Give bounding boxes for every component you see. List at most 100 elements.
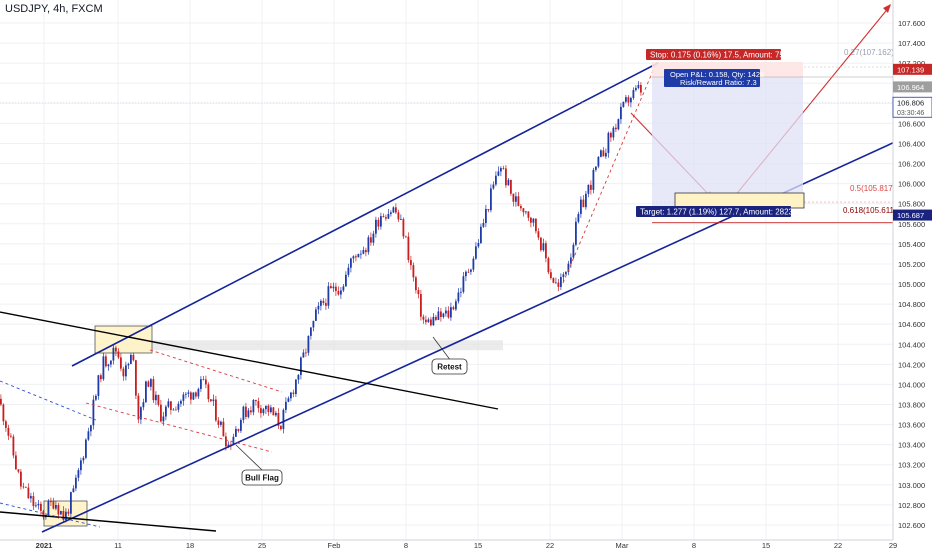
callouts: Retest Bull Flag bbox=[235, 336, 468, 486]
time-axis[interactable]: 2021 11 18 25 Feb 8 15 22 Mar 8 15 22 29 bbox=[0, 539, 932, 550]
candle-body bbox=[207, 384, 210, 400]
candle-body bbox=[267, 405, 270, 413]
candle-body bbox=[340, 290, 342, 295]
candle-body bbox=[112, 347, 115, 361]
candle-body bbox=[617, 119, 620, 130]
candle-body bbox=[197, 388, 200, 397]
candle-body bbox=[255, 399, 257, 402]
candle-body bbox=[612, 127, 615, 138]
candle-body bbox=[497, 171, 500, 176]
price-label-target-bg bbox=[893, 209, 932, 221]
stop-label-bg bbox=[646, 49, 781, 60]
time-tick-label: 2021 bbox=[36, 541, 53, 550]
candle-body bbox=[40, 503, 42, 511]
candle-body bbox=[542, 243, 545, 251]
candle-body bbox=[337, 291, 340, 295]
candle-body bbox=[110, 360, 112, 365]
price-tick-label: 107.200 bbox=[898, 59, 925, 68]
candle-body bbox=[562, 274, 565, 278]
candle-body bbox=[80, 460, 82, 471]
time-tick-label: 22 bbox=[546, 541, 554, 550]
candle-body bbox=[585, 193, 587, 208]
candle-body bbox=[270, 407, 272, 413]
candle-body bbox=[425, 319, 427, 323]
candle-body bbox=[620, 106, 622, 120]
arrow-head-up bbox=[883, 4, 891, 13]
price-tick-label: 103.600 bbox=[898, 421, 925, 430]
candle-body bbox=[72, 488, 75, 493]
candle-body bbox=[565, 272, 567, 275]
candle-body bbox=[540, 237, 542, 251]
candle-body bbox=[492, 184, 495, 189]
candle-body bbox=[2, 404, 5, 422]
retest-callout-pointer bbox=[432, 336, 450, 360]
candle-body bbox=[532, 218, 535, 223]
candle-body bbox=[610, 132, 612, 138]
candle-body bbox=[632, 90, 635, 99]
candle-body bbox=[377, 219, 380, 227]
candle-body bbox=[570, 257, 572, 264]
candle-body bbox=[102, 356, 105, 380]
price-tick-label: 105.400 bbox=[898, 240, 925, 249]
candle-body bbox=[352, 256, 355, 259]
price-axis[interactable]: 107.600107.400107.200107.000106.800106.6… bbox=[892, 0, 932, 550]
target-box bbox=[674, 192, 805, 209]
candle-body bbox=[130, 354, 132, 364]
candle-body bbox=[0, 398, 2, 405]
profit-zone bbox=[652, 77, 803, 208]
candle-body bbox=[137, 395, 140, 420]
candle-body bbox=[465, 271, 467, 277]
candle-body bbox=[77, 470, 80, 478]
candle-body bbox=[142, 402, 145, 408]
candle-body bbox=[505, 168, 507, 186]
candle-body bbox=[547, 258, 550, 273]
price-tick-label: 104.000 bbox=[898, 380, 925, 389]
candle-body bbox=[495, 175, 497, 185]
candle-body bbox=[417, 290, 420, 295]
candle-body bbox=[380, 216, 382, 227]
candle-body bbox=[630, 98, 632, 103]
candle-body bbox=[480, 226, 482, 244]
candle-body bbox=[95, 395, 97, 400]
candle-body bbox=[170, 401, 172, 410]
price-tick-label: 103.800 bbox=[898, 400, 925, 409]
candle-body bbox=[222, 421, 225, 437]
candle-body bbox=[157, 394, 160, 405]
price-tick-label: 106.000 bbox=[898, 180, 925, 189]
candle-body bbox=[42, 510, 45, 518]
time-tick-label: 29 bbox=[889, 541, 897, 550]
time-tick-label: 18 bbox=[186, 541, 194, 550]
candle-body bbox=[487, 208, 490, 211]
candle-body bbox=[442, 313, 445, 317]
target-label-bg bbox=[636, 206, 791, 217]
candle-body bbox=[67, 511, 70, 514]
support-zone bbox=[120, 340, 503, 351]
candle-body bbox=[227, 444, 230, 447]
long-position-tool[interactable]: Stop: 0.175 (0.16%) 17.5, Amount: 750.1 O… bbox=[636, 49, 893, 217]
candle-body bbox=[307, 335, 310, 353]
candle-body bbox=[515, 196, 517, 202]
candle-body bbox=[520, 206, 522, 209]
time-tick-label: 22 bbox=[834, 541, 842, 550]
candle-body bbox=[472, 258, 475, 270]
candle-body bbox=[512, 193, 515, 202]
candle-body bbox=[535, 218, 537, 232]
candle-body bbox=[12, 436, 15, 456]
candle-body bbox=[165, 406, 167, 417]
candle-body bbox=[400, 219, 402, 220]
candle-body bbox=[155, 394, 157, 401]
flag-upper-dashed bbox=[149, 349, 283, 393]
candle-body bbox=[65, 511, 67, 521]
candle-body bbox=[502, 168, 505, 169]
candle-body bbox=[22, 486, 25, 488]
candle-body bbox=[452, 307, 455, 310]
fib-0-5-label: 0.5(105.817) bbox=[850, 184, 896, 193]
candle-body bbox=[27, 487, 30, 499]
candle-body bbox=[92, 399, 95, 426]
candle-body bbox=[402, 219, 405, 237]
recent-dashed-trend bbox=[562, 65, 656, 284]
time-tick-label: Feb bbox=[328, 541, 341, 550]
candle-body bbox=[605, 152, 607, 157]
